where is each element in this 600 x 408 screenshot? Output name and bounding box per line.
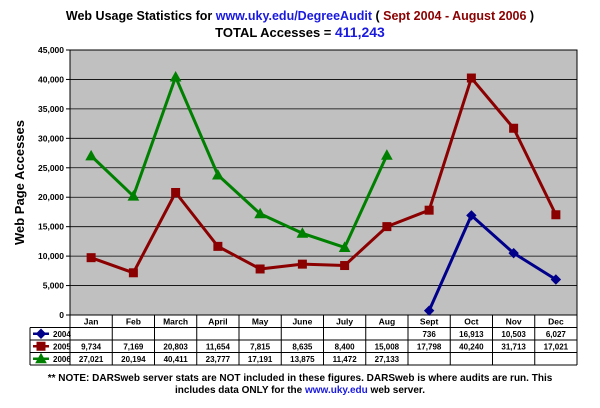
y-tick-label: 5,000 <box>43 281 65 291</box>
footnote-line-2: includes data ONLY for the www.uky.edu w… <box>0 385 600 397</box>
data-point-2006 <box>296 227 309 238</box>
x-tick-label: July <box>336 317 353 327</box>
table-cell: 13,875 <box>290 355 315 364</box>
footnote: ** NOTE: DARSweb server stats are NOT in… <box>0 373 600 397</box>
chart-title: Web Usage Statistics for www.uky.edu/Deg… <box>0 8 600 41</box>
table-cell: 7,169 <box>123 342 144 351</box>
table-cell: 11,654 <box>206 342 231 351</box>
title-line-2: TOTAL Accesses = 411,243 <box>0 24 600 41</box>
table-cell: 8,400 <box>335 342 356 351</box>
x-tick-label: Feb <box>126 317 141 327</box>
title-open-paren: ( <box>372 9 384 23</box>
table-cell: 17,191 <box>248 355 273 364</box>
data-point-2005 <box>551 210 561 220</box>
x-tick-label: April <box>208 317 227 327</box>
table-cell: 15,008 <box>375 342 400 351</box>
table-cell: 40,240 <box>459 342 484 351</box>
footnote-line-1: ** NOTE: DARSweb server stats are NOT in… <box>47 373 553 384</box>
data-point-2006 <box>254 207 266 219</box>
footnote-prefix: includes data ONLY for the <box>174 385 305 396</box>
data-point-2006 <box>338 241 351 252</box>
table-cell: 20,194 <box>121 355 146 364</box>
legend-marker-2004 <box>35 328 47 339</box>
y-tick-label: 45,000 <box>38 45 64 55</box>
y-tick-label: 10,000 <box>38 251 64 261</box>
data-point-2005 <box>340 261 350 271</box>
table-cell: 20,803 <box>163 342 188 351</box>
x-tick-label: March <box>163 317 188 327</box>
legend-marker-2006 <box>35 352 47 364</box>
table-cell: 27,021 <box>79 355 104 364</box>
data-point-2005 <box>128 268 138 278</box>
total-label: TOTAL Accesses = <box>215 25 335 40</box>
x-tick-label: Sept <box>420 317 439 327</box>
table-cell: 9,734 <box>81 342 102 351</box>
y-tick-label: 30,000 <box>38 133 64 143</box>
y-tick-label: 25,000 <box>38 163 64 173</box>
data-point-2004 <box>466 210 477 221</box>
legend-label-2005: 2005 <box>53 342 71 351</box>
y-tick-label: 15,000 <box>38 222 64 232</box>
table-cell: 23,777 <box>206 355 231 364</box>
legend-label-2006: 2006 <box>53 355 71 364</box>
data-point-2006 <box>127 190 140 201</box>
data-point-2005 <box>171 187 181 197</box>
data-point-2004 <box>550 274 562 285</box>
x-tick-label: Dec <box>548 317 564 327</box>
x-tick-label: Nov <box>506 317 522 327</box>
data-point-2005 <box>297 259 307 269</box>
table-cell: 31,713 <box>501 342 526 351</box>
data-point-2005 <box>509 123 519 133</box>
total-value: 411,243 <box>335 24 385 40</box>
series-line-2006 <box>90 75 389 249</box>
table-cell: 27,133 <box>375 355 400 364</box>
plot-area <box>69 49 578 316</box>
data-point-2006 <box>85 149 97 161</box>
data-point-2005 <box>213 241 223 251</box>
x-tick-label: May <box>252 317 269 327</box>
data-point-2004 <box>508 247 519 259</box>
y-tick-label: 35,000 <box>38 104 64 114</box>
x-tick-label: June <box>292 317 312 327</box>
table-cell: 10,503 <box>501 330 526 339</box>
data-point-2004 <box>423 305 435 316</box>
x-tick-label: Aug <box>379 317 396 327</box>
x-tick-label: Jan <box>84 317 99 327</box>
y-axis-label: Web Page Accesses <box>12 120 27 245</box>
data-point-2005 <box>466 73 476 83</box>
title-date-range: Sept 2004 - August 2006 <box>383 9 527 23</box>
table-cell: 17,021 <box>544 342 569 351</box>
title-url-link[interactable]: www.uky.edu/DegreeAudit <box>215 9 372 23</box>
title-prefix: Web Usage Statistics for <box>65 9 216 23</box>
y-tick-label: 0 <box>59 310 64 320</box>
data-point-2005 <box>86 253 96 263</box>
data-point-2005 <box>424 205 434 215</box>
data-point-2005 <box>382 222 392 232</box>
table-cell: 8,635 <box>292 342 313 351</box>
footnote-url-link[interactable]: www.uky.edu <box>304 385 368 396</box>
table-cell: 6,027 <box>546 330 567 339</box>
legend-marker-2005 <box>36 341 46 351</box>
data-point-2006 <box>212 168 224 180</box>
x-tick-label: Oct <box>464 317 478 327</box>
data-point-2006 <box>381 149 393 160</box>
legend-label-2004: 2004 <box>53 330 71 339</box>
table-cell: 17,798 <box>417 342 442 351</box>
series-line-2004 <box>427 213 557 312</box>
table-cell: 736 <box>422 330 436 339</box>
y-tick-label: 20,000 <box>38 192 64 202</box>
title-close-paren: ) <box>526 9 535 23</box>
y-tick-label: 40,000 <box>38 74 64 84</box>
table-cell: 16,913 <box>459 330 484 339</box>
series-line-2005 <box>90 76 558 275</box>
table-cell: 40,411 <box>164 355 189 364</box>
title-line-1: Web Usage Statistics for www.uky.edu/Deg… <box>0 8 600 24</box>
table-cell: 7,815 <box>250 342 271 351</box>
data-point-2005 <box>255 264 265 274</box>
footnote-suffix: web server. <box>367 385 426 396</box>
data-point-2006 <box>169 70 182 82</box>
table-cell: 11,472 <box>333 355 358 364</box>
